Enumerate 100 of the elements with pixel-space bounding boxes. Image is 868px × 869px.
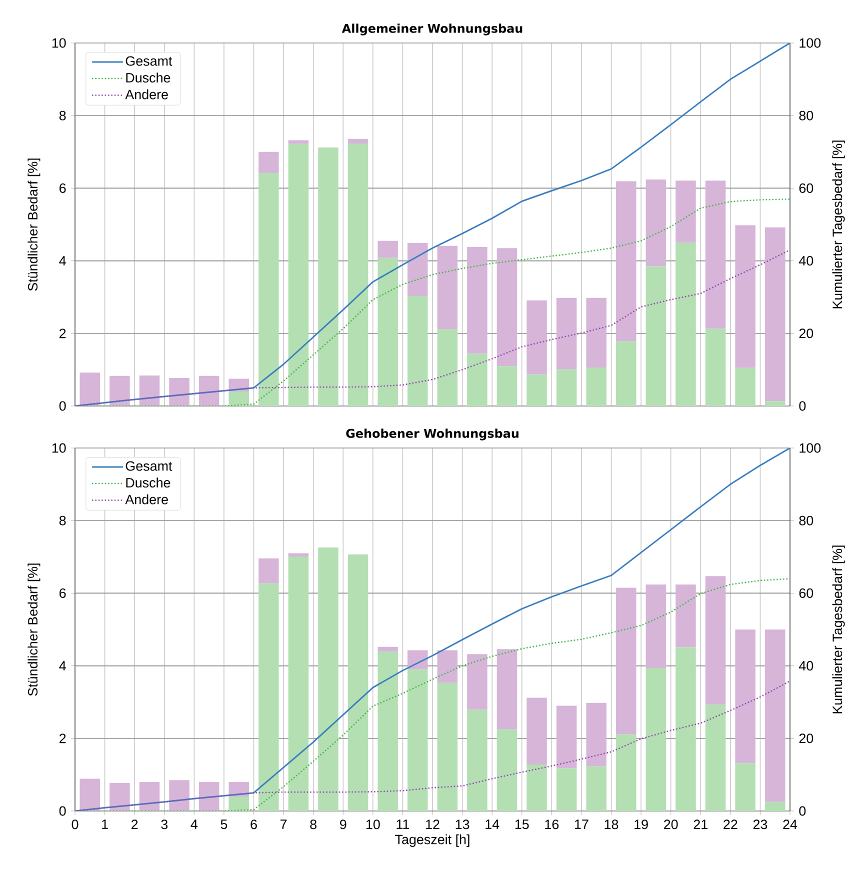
bar	[378, 652, 398, 811]
bar	[646, 266, 666, 406]
x-tick-label: 1	[102, 820, 108, 829]
x-tick-label: 13	[456, 820, 470, 830]
bar	[586, 702, 606, 766]
bar	[378, 646, 398, 652]
y2-tick-label: 0	[799, 401, 806, 411]
y-tick-label: 6	[60, 588, 66, 598]
x-tick-label: 5	[220, 820, 228, 830]
bar	[764, 802, 786, 811]
x-axis-title: Tageszeit [h]	[395, 834, 470, 847]
bar	[228, 391, 249, 406]
bar	[407, 296, 428, 406]
y2-tick-label: 100	[800, 443, 821, 453]
bar	[288, 556, 309, 811]
bar	[437, 246, 458, 330]
y2-tick-label: 40	[798, 256, 814, 266]
bar	[586, 368, 606, 406]
bar	[764, 401, 786, 406]
legend-label: Gesamt	[126, 56, 172, 66]
x-tick-label: 20	[664, 820, 678, 830]
bar	[676, 584, 696, 648]
y2-tick-label: 60	[799, 588, 814, 598]
bar	[646, 584, 666, 668]
bar	[467, 654, 488, 710]
bar	[169, 378, 190, 406]
bar	[616, 181, 636, 342]
bar	[764, 227, 786, 402]
bar	[80, 372, 100, 406]
x-tick-label: 23	[753, 820, 768, 830]
bar	[676, 180, 696, 243]
bar	[437, 329, 458, 406]
y-tick-label: 10	[52, 443, 66, 453]
x-tick-label: 21	[694, 820, 708, 830]
y-tick-label: 4	[59, 661, 66, 670]
bar	[556, 768, 577, 811]
bar	[258, 152, 279, 173]
y2-axis-title: Kumulierter Tagesbedarf [%]	[832, 140, 845, 308]
legend-label: Dusche	[126, 478, 170, 488]
bar	[735, 225, 756, 368]
bar	[705, 704, 726, 811]
bar	[288, 553, 309, 557]
legend-label: Dusche	[126, 72, 170, 83]
bar	[526, 764, 547, 811]
bar	[705, 576, 726, 705]
line-series	[75, 448, 790, 811]
bar	[110, 376, 130, 406]
x-tick-label: 11	[396, 820, 410, 829]
x-tick-label: 15	[515, 820, 529, 830]
bar	[705, 328, 726, 406]
y-tick-label: 10	[52, 38, 66, 48]
bar	[407, 650, 428, 670]
y-tick-label: 2	[60, 734, 66, 744]
bar	[556, 369, 577, 406]
bar	[496, 366, 518, 406]
bar	[586, 298, 606, 368]
y2-tick-label: 20	[799, 328, 814, 338]
bar	[616, 341, 636, 406]
y2-tick-label: 20	[799, 734, 814, 744]
y2-tick-label: 100	[800, 38, 821, 48]
y-tick-label: 8	[59, 516, 66, 526]
legend-label: Andere	[125, 89, 168, 100]
y-tick-label: 8	[59, 110, 66, 120]
bar	[288, 140, 309, 144]
bar	[676, 242, 696, 406]
x-tick-label: 7	[280, 820, 287, 829]
x-tick-label: 12	[426, 820, 440, 830]
bar	[556, 298, 577, 370]
bar	[198, 782, 220, 811]
y2-tick-label: 80	[799, 516, 814, 526]
x-tick-label: 3	[161, 820, 168, 830]
bar	[437, 650, 458, 683]
bar	[348, 144, 368, 406]
bar	[169, 780, 190, 811]
bar	[378, 258, 398, 406]
bar	[80, 778, 100, 811]
bar	[764, 630, 786, 802]
bar	[110, 783, 130, 811]
x-tick-label: 16	[545, 820, 559, 830]
y-axis-title: Stündlicher Bedarf [%]	[28, 158, 40, 291]
bar	[258, 558, 279, 584]
bar	[646, 668, 666, 811]
bar	[526, 300, 547, 374]
bar	[705, 180, 726, 329]
bar	[378, 240, 398, 258]
legend-label: Andere	[125, 494, 168, 504]
x-tick-label: 24	[783, 820, 798, 830]
bar	[139, 782, 160, 811]
bar	[526, 698, 547, 765]
bar	[437, 682, 458, 811]
bar	[735, 630, 756, 764]
y-tick-label: 0	[59, 401, 66, 411]
y-tick-label: 2	[60, 328, 66, 338]
x-tick-label: 17	[575, 820, 588, 829]
y-tick-label: 4	[59, 256, 66, 266]
bar	[318, 148, 338, 406]
chart-title: Gehobener Wohnungsbau	[346, 428, 518, 440]
bar	[318, 547, 338, 811]
bar	[526, 374, 547, 406]
x-tick-label: 2	[132, 820, 138, 830]
